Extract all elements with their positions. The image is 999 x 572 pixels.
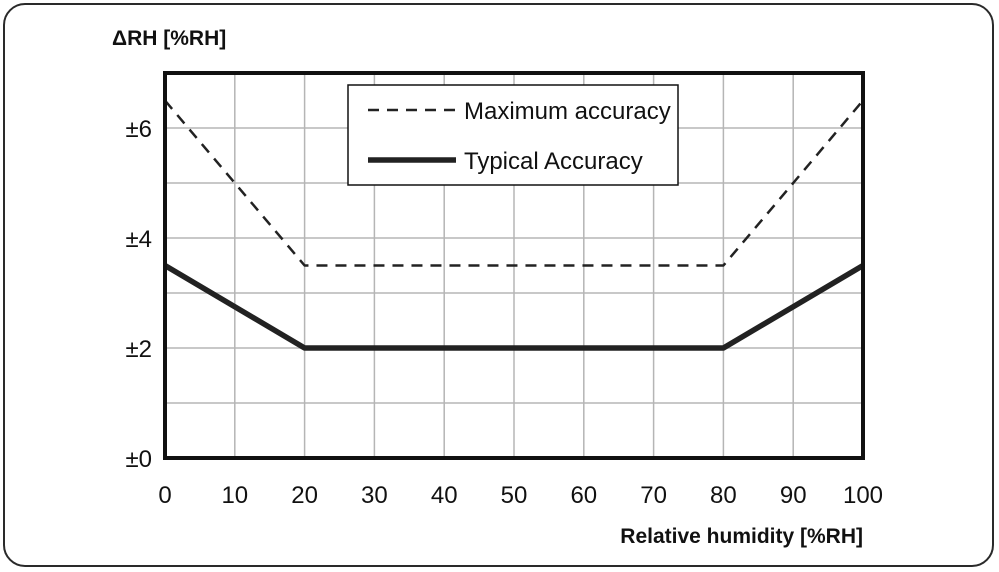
legend: Maximum accuracy Typical Accuracy [347,84,679,186]
legend-label-maximum-accuracy: Maximum accuracy [464,98,671,125]
y-tick-label: ±0 [125,446,152,473]
series-line-maximum-accuracy [164,99,864,267]
y-tick-label: ±4 [125,226,152,253]
legend-box [347,84,679,186]
series-layer [163,99,865,351]
x-tick-label: 90 [780,482,807,509]
x-tick-label: 80 [710,482,737,509]
x-tick-label: 70 [640,482,667,509]
x-tick-label: 100 [843,482,883,509]
x-tick-label: 10 [221,482,248,509]
x-tick-label: 40 [431,482,458,509]
series-line-typical-accuracy [163,263,865,351]
y-axis-title: ΔRH [%RH] [112,27,226,50]
plot-area-border [163,71,865,460]
tick-labels: 0 10 20 30 40 50 60 70 80 90 100 ±0 ±2 ±4 ±6 [125,116,883,509]
legend-label-typical-accuracy: Typical Accuracy [464,148,643,175]
x-axis-title: Relative humidity [%RH] [620,525,863,548]
x-tick-label: 60 [570,482,597,509]
y-tick-label: ±6 [125,116,152,143]
x-tick-label: 20 [291,482,318,509]
y-tick-label: ±2 [125,336,152,363]
x-tick-label: 0 [158,482,171,509]
x-tick-label: 30 [361,482,388,509]
x-tick-label: 50 [501,482,528,509]
